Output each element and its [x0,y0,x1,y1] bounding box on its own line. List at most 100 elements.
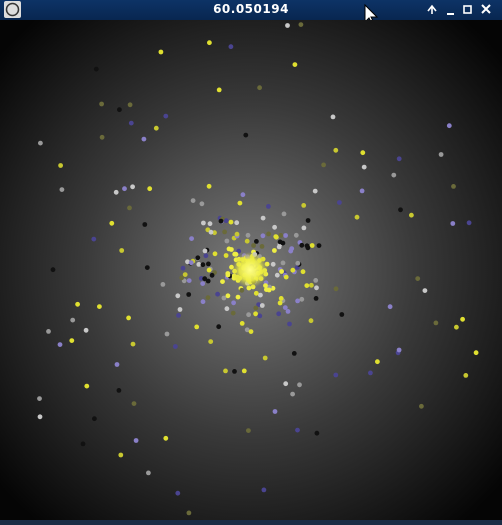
particle [226,246,232,252]
particle [299,296,305,302]
particle [244,238,250,244]
particle [205,295,211,300]
particle [92,416,97,422]
particle [186,278,192,283]
particle [188,260,194,266]
particle [220,279,225,284]
particle [245,232,251,238]
particle [259,244,265,249]
particle [163,113,169,119]
particle [246,428,251,433]
particle [160,282,166,287]
particle [309,243,315,248]
particle [295,427,300,433]
particle [228,219,234,225]
particle [196,262,202,267]
particle [316,243,322,249]
particle [205,278,211,284]
particle [305,218,311,223]
particle [270,285,276,291]
particle [422,288,428,293]
particle [451,184,456,189]
particle [147,186,153,192]
particle [450,221,456,226]
particle [99,134,105,140]
particle [454,324,459,330]
particle [301,203,307,208]
particle [359,188,365,194]
particle-core [232,252,268,288]
particle [398,207,403,213]
particle [288,248,294,254]
particle [186,510,192,516]
particle [133,438,139,443]
particle [466,220,472,226]
particle [57,342,63,347]
particle [59,187,65,193]
particle [298,22,304,27]
particle [130,341,136,347]
particle [304,283,310,288]
particle [131,401,137,406]
close-button[interactable] [481,4,491,14]
particle [212,251,218,257]
particle [256,302,261,307]
particle [153,125,159,131]
particle [254,239,259,244]
particle [391,172,397,178]
particle [208,229,214,235]
minimize-up-button[interactable] [427,4,437,14]
particle [299,242,305,248]
particle [91,236,97,242]
particle [295,298,300,304]
particle [309,282,314,288]
window-title: 60.050194 [213,2,289,16]
particle [46,329,51,334]
particle [232,369,237,374]
particle [283,233,288,238]
particle [396,156,402,162]
particle [176,313,181,318]
particle [333,147,339,153]
particle [253,311,258,317]
particle [202,276,208,282]
particle [283,381,289,387]
particle [215,291,221,297]
particle [333,286,339,292]
particle [337,200,342,205]
particle [126,315,131,321]
particle [274,272,280,278]
particle [128,120,134,126]
maximize-button[interactable] [463,5,472,14]
particle [330,114,336,120]
particle [354,214,360,220]
particle [291,351,297,356]
particle [163,435,169,441]
particle [216,87,222,93]
particle [84,383,90,389]
particle [127,205,132,211]
particle [228,44,234,50]
mouse-cursor [364,3,379,20]
particle [313,278,319,283]
particle [277,239,283,245]
particle [463,373,469,378]
particle [195,255,201,261]
particle [200,299,206,305]
particle [243,132,249,138]
particle [175,293,181,299]
particle [297,382,302,388]
particle [118,452,124,458]
particle [206,261,211,267]
particle [281,211,287,217]
window-border [0,520,502,525]
particle [231,300,237,306]
particle [279,269,284,274]
particle [257,85,262,91]
particle [207,40,212,46]
particle [273,234,279,240]
particle [263,283,268,288]
particle [222,229,228,235]
particle [225,293,231,299]
